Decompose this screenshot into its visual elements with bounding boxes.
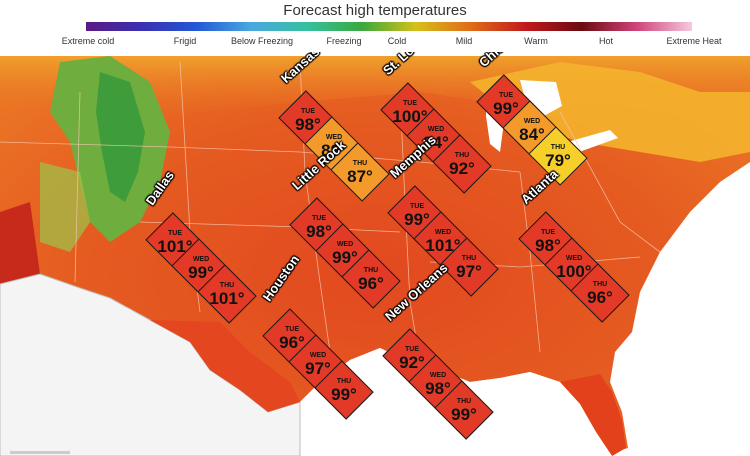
forecast-content: THU 79° [535,143,581,170]
day-label: WED [336,240,354,248]
day-label: TUE [541,228,555,236]
temperature-value: 96° [358,273,384,293]
day-label: TUE [410,202,424,210]
day-label: TUE [405,345,419,353]
legend-label-extreme-cold: Extreme cold [61,36,115,46]
credit-bar [10,451,70,454]
temperature-value: 101° [209,288,245,308]
day-label: WED [565,254,583,262]
texas-south [150,320,300,412]
day-label: THU [461,254,477,262]
us-heat-map [0,52,750,456]
rocky-mountains-dark [96,72,145,202]
day-label: WED [429,371,447,379]
map-title: Forecast high temperatures [283,2,467,19]
legend-label-extreme-heat: Extreme Heat [666,36,722,46]
day-label: TUE [312,214,326,222]
legend-label-warm: Warm [524,36,548,46]
western-hot-region [0,202,40,284]
forecast-content: THU 87° [337,159,383,186]
forecast-content: THU 92° [439,151,485,178]
temperature-value: 99° [331,384,357,404]
lake-huron [520,80,562,118]
legend-label-freezing: Freezing [326,36,362,46]
legend-label-below-freezing: Below Freezing [230,36,294,46]
legend-color-scale [86,22,692,31]
forecast-content: THU 96° [348,266,394,293]
temperature-legend: Forecast high temperatures Extreme cold … [0,0,750,52]
forecast-content: THU 99° [441,397,487,424]
day-label: THU [219,281,235,289]
temperature-value: 87° [347,166,373,186]
day-label: THU [454,151,470,159]
day-label: WED [309,351,327,359]
day-label: TUE [168,229,182,237]
day-label: TUE [499,91,513,99]
day-label: THU [592,280,608,288]
day-label: WED [192,255,210,263]
day-label: THU [363,266,379,274]
legend-label-frigid: Frigid [173,36,197,46]
forecast-content: THU 97° [446,254,492,281]
legend-label-mild: Mild [455,36,473,46]
day-label: THU [550,143,566,151]
legend-label-cold: Cold [387,36,407,46]
legend-label-hot: Hot [598,36,614,46]
day-label: THU [336,377,352,385]
day-label: THU [456,397,472,405]
temperature-value: 99° [451,404,477,424]
day-label: WED [434,228,452,236]
temperature-value: 96° [587,287,613,307]
day-label: TUE [403,99,417,107]
forecast-content: THU 96° [577,280,623,307]
temperature-value: 97° [456,261,482,281]
forecast-content: THU 99° [321,377,367,404]
day-label: WED [427,125,445,133]
temperature-value: 79° [545,150,571,170]
day-label: TUE [301,107,315,115]
day-label: WED [523,117,541,125]
temperature-value: 92° [449,158,475,178]
forecast-content: THU 101° [204,281,250,308]
florida-peninsula [560,374,626,456]
day-label: TUE [285,325,299,333]
day-label: THU [352,159,368,167]
